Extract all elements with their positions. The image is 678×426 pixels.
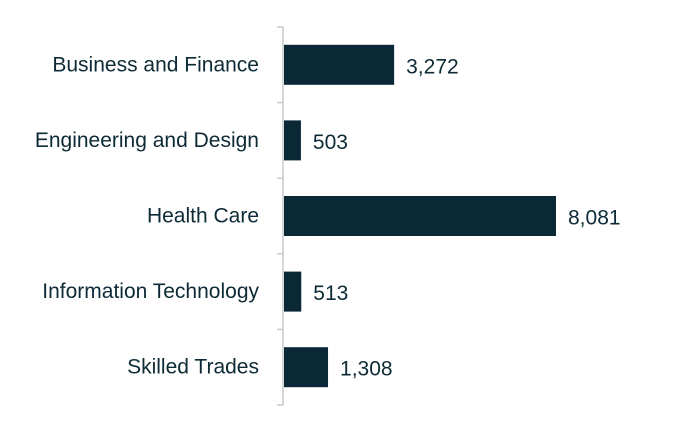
value-label-information-technology: 513 xyxy=(313,282,348,305)
bar-skilled-trades xyxy=(284,347,329,388)
bar-business-and-finance xyxy=(284,44,395,85)
bars xyxy=(284,44,556,388)
bar-health-care xyxy=(284,196,556,236)
value-label-health-care: 8,081 xyxy=(568,207,621,230)
value-label-engineering-and-design: 503 xyxy=(313,131,348,154)
bar-information-technology xyxy=(284,271,302,312)
value-label-skilled-trades: 1,308 xyxy=(340,358,393,381)
category-label-business-and-finance: Business and Finance xyxy=(52,53,259,76)
bar-engineering-and-design xyxy=(284,120,301,161)
value-label-business-and-finance: 3,272 xyxy=(406,55,459,78)
category-label-health-care: Health Care xyxy=(147,205,259,228)
category-labels: Business and Finance Engineering and Desi… xyxy=(35,53,260,378)
value-labels: 3,272 503 8,081 513 1,308 xyxy=(313,55,621,380)
category-label-engineering-and-design: Engineering and Design xyxy=(35,129,259,152)
category-axis xyxy=(277,26,284,406)
category-label-information-technology: Information Technology xyxy=(42,280,259,303)
category-label-skilled-trades: Skilled Trades xyxy=(127,356,259,379)
